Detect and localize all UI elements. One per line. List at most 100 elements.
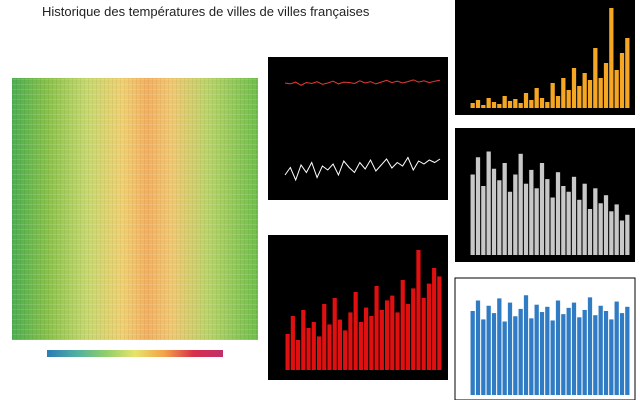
bar bbox=[609, 319, 614, 395]
bar bbox=[582, 73, 587, 108]
bar bbox=[571, 176, 577, 255]
bar bbox=[587, 209, 593, 255]
bar bbox=[486, 305, 491, 395]
bar bbox=[421, 298, 426, 370]
bar bbox=[561, 186, 566, 255]
bar bbox=[437, 276, 442, 370]
bar bbox=[470, 311, 475, 395]
bar bbox=[507, 191, 513, 255]
bar bbox=[625, 38, 630, 108]
bar bbox=[470, 103, 475, 108]
bar bbox=[571, 302, 577, 395]
bar bbox=[577, 86, 582, 108]
bar bbox=[598, 305, 603, 395]
bar bbox=[545, 102, 550, 108]
bar bbox=[529, 169, 534, 255]
bar bbox=[539, 98, 545, 108]
bar bbox=[555, 172, 561, 255]
bar bbox=[598, 203, 603, 255]
bar bbox=[550, 83, 555, 108]
bar bbox=[475, 157, 481, 255]
bar bbox=[625, 306, 630, 395]
bar bbox=[550, 320, 555, 395]
bar bbox=[566, 90, 571, 108]
bar bbox=[566, 307, 571, 395]
bar bbox=[534, 88, 539, 108]
bar bbox=[481, 105, 486, 108]
bar bbox=[518, 308, 523, 395]
bar bbox=[561, 78, 566, 108]
bar bbox=[343, 330, 348, 370]
bar bbox=[285, 334, 290, 370]
bar bbox=[486, 98, 491, 108]
bar bbox=[577, 317, 582, 395]
bar bbox=[301, 310, 306, 370]
bar bbox=[405, 304, 411, 370]
bar bbox=[507, 302, 513, 395]
bar bbox=[481, 319, 486, 395]
bar bbox=[475, 100, 481, 108]
bar bbox=[619, 220, 625, 255]
bar bbox=[614, 204, 619, 255]
bar bbox=[481, 186, 486, 255]
bar bbox=[411, 288, 416, 370]
bar bbox=[295, 340, 301, 370]
bar bbox=[614, 301, 619, 395]
bar bbox=[566, 191, 571, 255]
bar bbox=[327, 324, 332, 370]
bar bbox=[502, 96, 507, 108]
bar bbox=[426, 283, 432, 370]
bar bbox=[316, 336, 322, 370]
line bbox=[284, 156, 441, 182]
bar bbox=[603, 311, 609, 395]
bar bbox=[348, 312, 353, 370]
colorbar bbox=[47, 350, 223, 357]
bar bbox=[497, 104, 502, 108]
bar bbox=[306, 328, 311, 370]
bar bbox=[529, 100, 534, 108]
bar bbox=[358, 322, 363, 370]
bar bbox=[374, 286, 379, 370]
bar bbox=[513, 174, 518, 255]
bar bbox=[593, 48, 598, 108]
bar bbox=[502, 321, 507, 395]
bar bbox=[582, 183, 587, 255]
bar bbox=[518, 103, 523, 108]
panel-frame bbox=[268, 57, 448, 200]
bar bbox=[619, 53, 625, 108]
bar bbox=[539, 163, 545, 255]
bar bbox=[609, 211, 614, 255]
bar bbox=[502, 163, 507, 255]
bar bbox=[337, 319, 343, 370]
bar bbox=[290, 316, 295, 370]
bar bbox=[571, 68, 577, 108]
bar bbox=[400, 280, 405, 370]
bar bbox=[390, 295, 395, 370]
bar bbox=[364, 307, 369, 370]
bar bbox=[534, 304, 539, 395]
bar bbox=[598, 78, 603, 108]
bar bbox=[545, 306, 550, 395]
bar bbox=[603, 63, 609, 108]
bar bbox=[518, 153, 523, 255]
bar bbox=[545, 179, 550, 255]
bar bbox=[539, 312, 545, 395]
bar bbox=[619, 313, 625, 395]
bar bbox=[555, 300, 561, 395]
bar bbox=[369, 316, 374, 370]
bar bbox=[486, 151, 491, 255]
bar bbox=[577, 199, 582, 255]
bar bbox=[593, 188, 598, 255]
bar bbox=[475, 300, 481, 395]
bar bbox=[395, 312, 400, 370]
bar bbox=[561, 314, 566, 395]
bar bbox=[311, 322, 316, 370]
bar bbox=[550, 197, 555, 255]
bar bbox=[491, 102, 497, 108]
bar bbox=[470, 174, 475, 255]
bar bbox=[353, 292, 358, 370]
bar bbox=[523, 93, 529, 108]
bar bbox=[497, 298, 502, 395]
